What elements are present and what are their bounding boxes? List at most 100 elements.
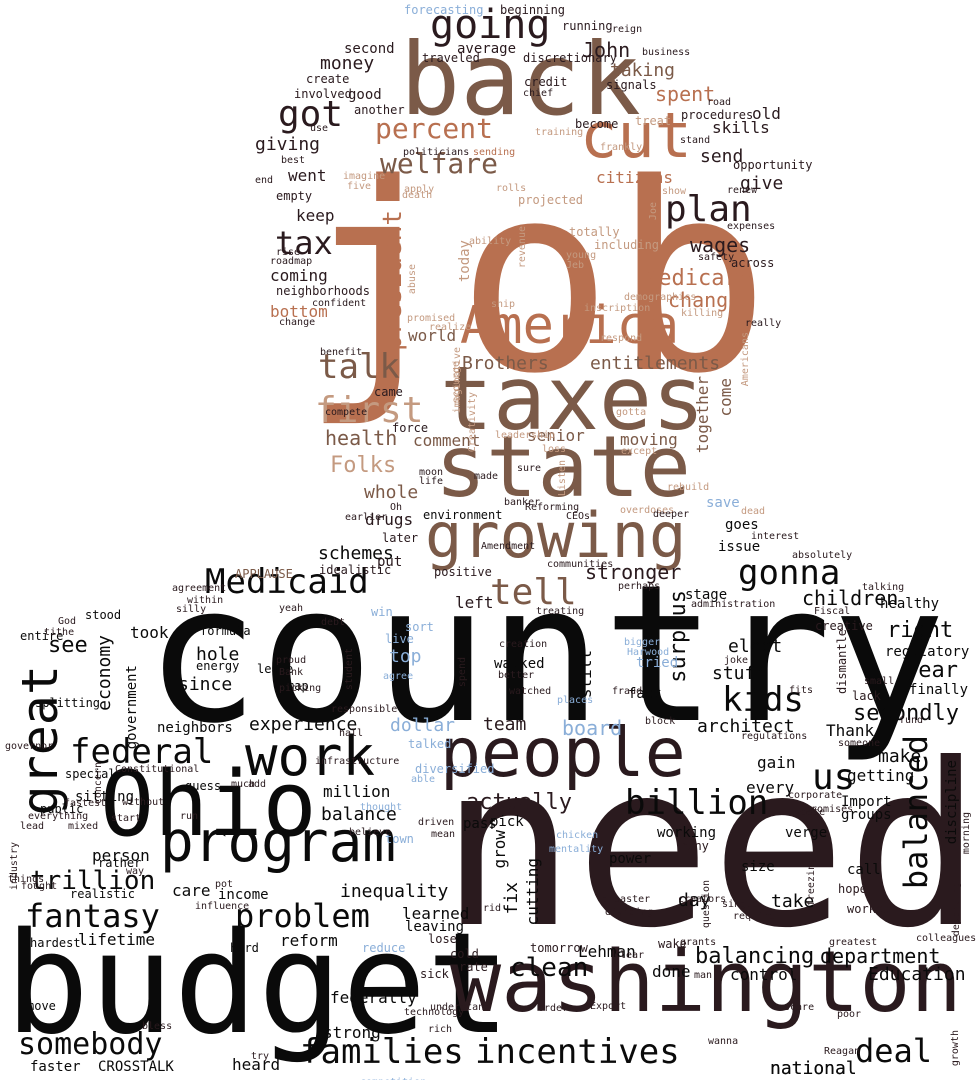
word-cloud-term: without [122, 797, 165, 808]
word-cloud-term: kids [722, 680, 804, 720]
word-cloud-term: silly [176, 604, 207, 615]
word-cloud-term: rolls [496, 183, 527, 194]
word-cloud-term: proud [276, 655, 307, 666]
word-cloud-term: benefit [320, 347, 363, 358]
word-cloud-term: signals [606, 78, 657, 92]
word-cloud-term: average [457, 41, 517, 57]
word-cloud-term: lead [20, 821, 45, 832]
word-cloud-term: incentives [475, 1032, 680, 1072]
word-cloud-term: dollar [390, 715, 456, 736]
word-cloud-term: promises [805, 804, 854, 815]
word-cloud-term: income [218, 887, 269, 903]
word-cloud-term: fix [501, 882, 522, 915]
word-cloud-term: add [248, 779, 267, 790]
word-cloud-term: everything [28, 811, 89, 822]
word-cloud-term: colleagues [916, 933, 977, 944]
word-cloud-term: become [575, 117, 619, 131]
word-cloud-term: goes [725, 517, 759, 533]
word-cloud-term: wanna [708, 1036, 739, 1047]
word-cloud-term: respond [600, 333, 643, 344]
word-cloud-term: million [323, 782, 391, 801]
word-cloud-term: working [657, 825, 717, 841]
word-cloud-term: roadmap [270, 256, 313, 267]
word-cloud-term: reform [280, 931, 338, 950]
word-cloud-term: live [385, 632, 414, 646]
word-cloud-term: force [392, 421, 429, 435]
word-cloud-term: country [145, 544, 946, 765]
word-cloud-term: safety [698, 252, 735, 263]
word-cloud-term: responsible [331, 704, 398, 715]
word-cloud-term: faster [30, 1059, 81, 1075]
word-cloud-term: renew [727, 185, 758, 196]
word-cloud-term: realize [429, 322, 472, 333]
word-cloud-term: care [172, 881, 211, 900]
word-cloud-term: order [538, 1003, 569, 1014]
word-cloud-term: hope [838, 882, 867, 896]
word-cloud-term: technology [404, 1007, 465, 1018]
word-cloud-term: comment [413, 431, 481, 450]
word-cloud-term: places [557, 695, 594, 706]
word-cloud-term: federal [70, 732, 214, 772]
word-cloud-term: pick [490, 814, 524, 830]
word-cloud-term: first [315, 390, 424, 431]
word-cloud-term: neighbors [157, 720, 233, 736]
word-cloud-term: promised [407, 313, 456, 324]
word-cloud-term: lack [852, 689, 881, 703]
word-cloud-term: families [300, 1032, 464, 1072]
word-cloud-term: try [251, 1051, 270, 1062]
word-cloud-term: reduce [362, 941, 406, 955]
word-cloud-term: environment [423, 508, 503, 522]
word-cloud-term: question [701, 880, 712, 929]
word-cloud-term: dismantle [835, 629, 849, 695]
word-cloud-term: start [111, 813, 142, 824]
word-cloud-term: fact [628, 686, 662, 702]
word-cloud-term: clear [614, 950, 645, 961]
word-cloud-term: got [278, 94, 344, 135]
word-cloud-term: idealistic [319, 563, 392, 577]
word-cloud-term: gonna [738, 553, 841, 593]
word-cloud-term: town [385, 832, 414, 846]
word-cloud-term: creative [815, 619, 873, 633]
word-cloud-term: scourge [451, 361, 462, 404]
word-cloud-term: traveled [422, 51, 480, 65]
word-cloud-term: see [48, 633, 88, 658]
word-cloud-term: verge [785, 825, 828, 841]
word-cloud-term: Import [841, 794, 892, 810]
word-cloud-term: trillion [30, 866, 156, 896]
word-cloud-term: percent [375, 112, 494, 145]
word-cloud-term: create [306, 72, 350, 86]
word-cloud-term: killing [681, 308, 724, 319]
word-cloud-term: work [245, 725, 376, 788]
word-cloud-term: inscription [584, 303, 651, 314]
word-cloud-term: control [730, 965, 798, 984]
word-cloud-term: Thank [826, 721, 875, 740]
word-cloud-term: rich [428, 1024, 453, 1035]
word-cloud-term: chief [523, 88, 554, 99]
word-cloud-term: Medicaid [205, 562, 369, 602]
word-cloud-term: rise [276, 247, 301, 258]
word-cloud-term: waste [795, 807, 826, 818]
word-cloud-term: procedures [681, 108, 754, 122]
word-cloud-term: going [430, 2, 551, 48]
word-cloud-term: revenue [517, 226, 528, 269]
word-cloud-term: actually [466, 790, 572, 815]
word-cloud-term: agree [383, 671, 414, 682]
word-cloud-term: bless [142, 1021, 173, 1032]
word-cloud-term: tell [490, 572, 577, 613]
word-cloud-term: Reagan [824, 1046, 861, 1057]
word-cloud-term: leadership [495, 430, 556, 441]
word-cloud-term: neighborhoods [276, 284, 370, 298]
word-cloud-term: Joe [648, 202, 659, 221]
word-cloud-term: running [562, 19, 613, 33]
word-cloud-term: formula [200, 624, 251, 638]
word-cloud-term: cutting [523, 858, 542, 926]
word-cloud-term: Oh [390, 502, 403, 513]
word-cloud-term: driven [418, 817, 455, 828]
word-cloud-term: mentality [549, 844, 604, 855]
word-cloud-term: loss [542, 444, 567, 455]
word-cloud-term: us [812, 757, 856, 798]
word-cloud-term: life [419, 476, 444, 487]
word-cloud-term: require [733, 911, 776, 922]
word-cloud-term: drugs [365, 510, 414, 529]
word-cloud-term: understand [430, 1002, 491, 1013]
